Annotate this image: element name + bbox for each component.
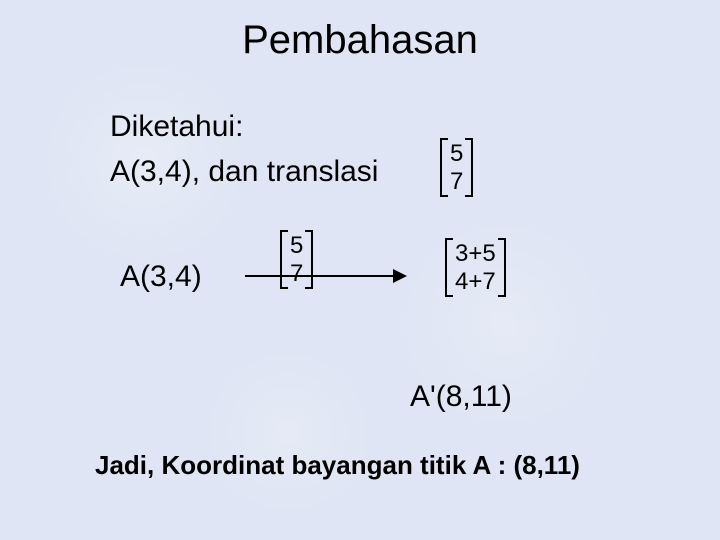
given-text: A(3,4), dan translasi [110, 155, 378, 189]
sum-vector: 3+5 4+7 [445, 238, 506, 297]
arrow-vector: 5 7 [280, 230, 313, 289]
page-title: Pembahasan [0, 18, 720, 63]
conclusion-text: Jadi, Koordinat bayangan titik A : (8,11… [95, 450, 580, 481]
translation-vector: 5 7 [440, 138, 473, 197]
vector-bottom: 7 [290, 260, 303, 288]
result-point: A'(8,11) [410, 380, 512, 414]
vector-top: 3+5 [455, 240, 496, 268]
given-label: Diketahui: [110, 110, 243, 144]
source-point: A(3,4) [120, 260, 202, 294]
vector-top: 5 [450, 140, 463, 168]
arrow-icon [245, 275, 405, 277]
vector-bottom: 7 [450, 168, 463, 196]
vector-top: 5 [290, 232, 303, 260]
vector-bottom: 4+7 [455, 268, 496, 296]
